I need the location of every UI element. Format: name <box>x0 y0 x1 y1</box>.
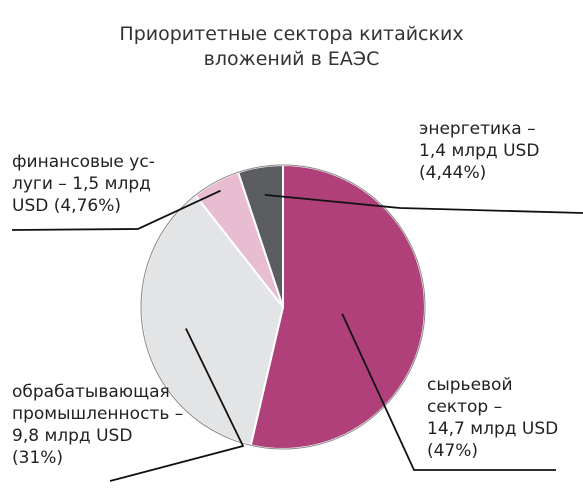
slice-label-proc: обрабатывающая промышленность – 9,8 млрд… <box>12 381 183 469</box>
slice-label-energy-line-3: (4,44%) <box>419 163 487 183</box>
slice-label-proc-line-4: (31%) <box>12 448 64 468</box>
slice-label-proc-line-3: 9,8 млрд USD <box>12 426 133 446</box>
slice-label-fin-line-3: USD (4,76%) <box>12 196 121 216</box>
leader-lines <box>11 189 583 482</box>
pie-outline <box>140 164 426 450</box>
slice-label-fin-line-1: финансовые ус- <box>12 152 155 172</box>
slice-label-proc-line-1: обрабатывающая <box>12 382 170 402</box>
slice-label-energy-line-2: 1,4 млрд USD <box>419 141 540 161</box>
slice-label-raw-line-3: 14,7 млрд USD <box>427 419 559 439</box>
chart-title: Приоритетные сектора китайских вложений … <box>0 22 583 72</box>
slice-label-proc-line-2: промышленность – <box>12 404 184 424</box>
slice-label-raw-line-1: сырьевой <box>427 375 513 395</box>
chart-title-line-2: вложений в ЕАЭС <box>203 48 380 70</box>
leader-line-proc <box>109 328 245 482</box>
pie-slices <box>140 163 427 450</box>
slice-label-raw: сырьевой сектор – 14,7 млрд USD (47%) <box>427 374 558 462</box>
slice-label-energy-line-1: энергетика – <box>419 119 536 139</box>
slice-label-energy: энергетика – 1,4 млрд USD (4,44%) <box>419 118 539 184</box>
leader-line-fin <box>11 189 221 231</box>
chart-title-line-1: Приоритетные сектора китайских <box>119 23 464 45</box>
slice-label-fin-line-2: луги – 1,5 млрд <box>12 174 151 194</box>
slice-label-raw-line-2: сектор – <box>427 397 503 417</box>
leader-line-energy <box>264 194 583 214</box>
slice-label-raw-line-4: (47%) <box>427 441 479 461</box>
slice-label-fin: финансовые ус- луги – 1,5 млрд USD (4,76… <box>12 151 155 217</box>
leader-line-raw <box>341 313 556 471</box>
